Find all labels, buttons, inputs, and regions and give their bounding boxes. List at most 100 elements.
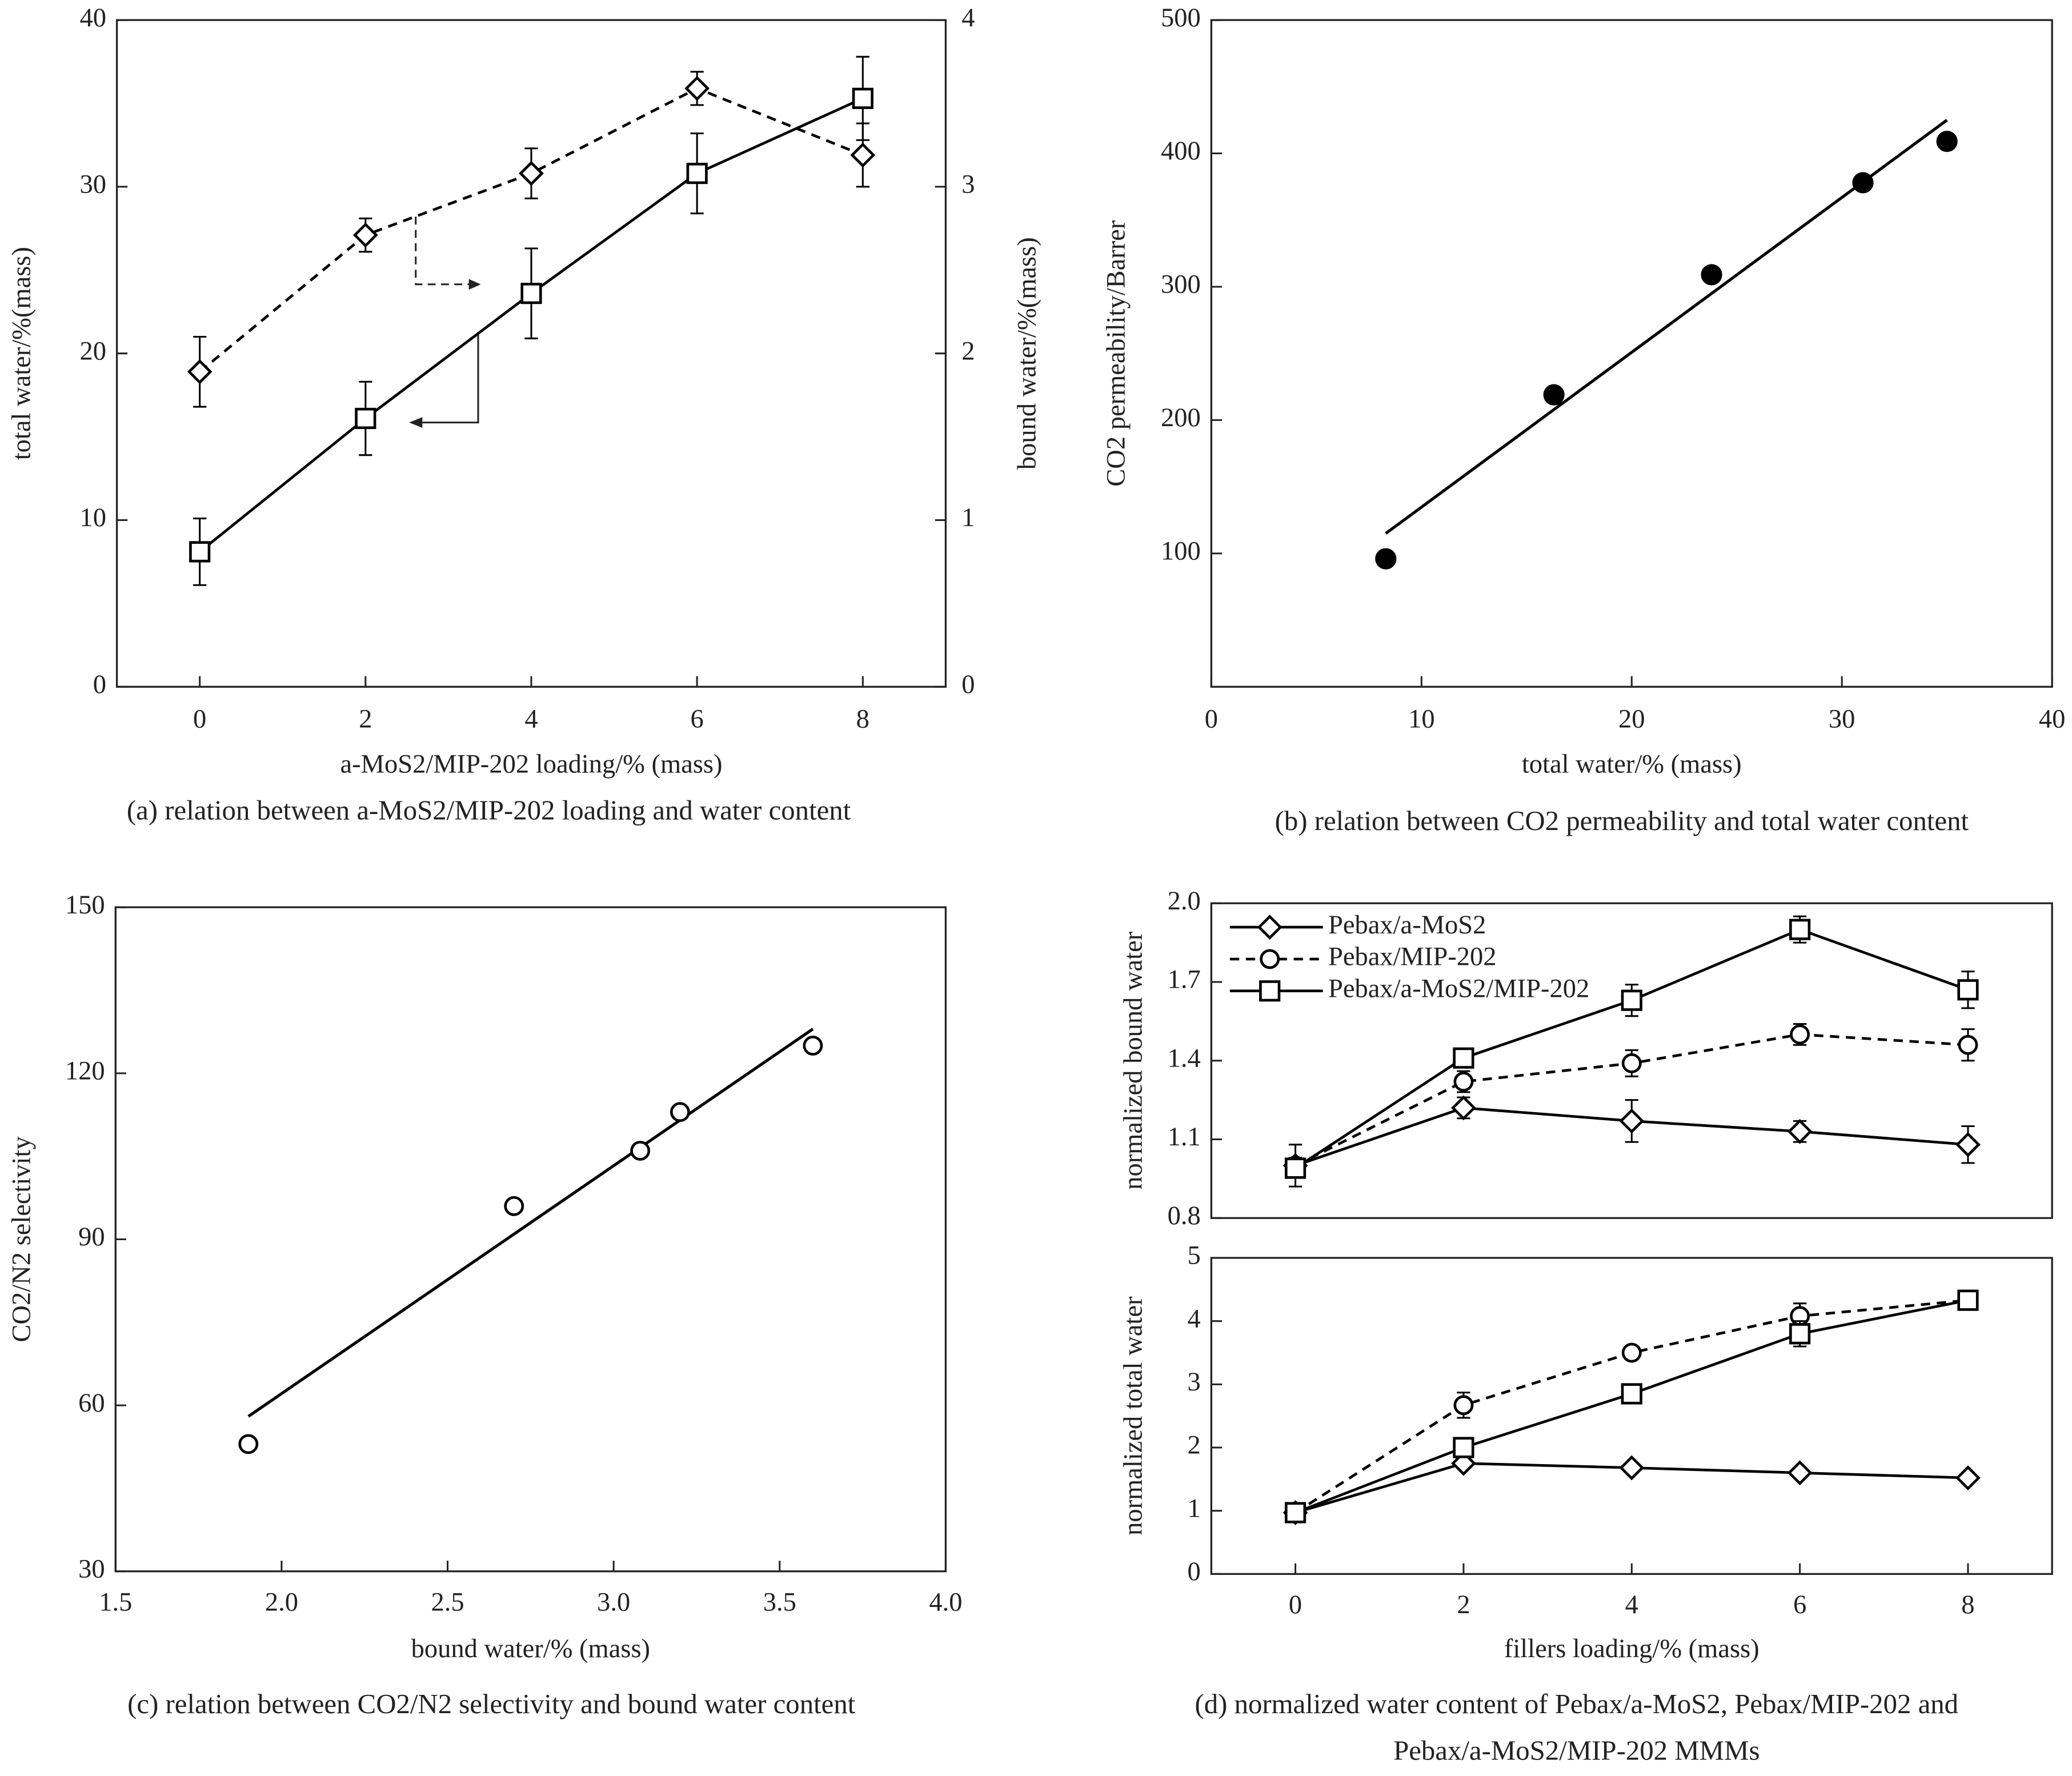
- marker: [1284, 1502, 1306, 1524]
- x-tick-label: 8: [1961, 1590, 1974, 1619]
- arrow-head: [468, 279, 481, 290]
- marker: [1453, 1047, 1474, 1069]
- caption: (a) relation between a-MoS2/MIP-202 load…: [127, 794, 851, 825]
- x-tick-label: 4: [1625, 1590, 1638, 1619]
- marker: [1789, 1323, 1811, 1345]
- marker: [684, 75, 710, 101]
- marker: [1619, 1455, 1645, 1481]
- legend-marker: [1257, 915, 1283, 940]
- marker: [1621, 1053, 1642, 1073]
- y-axis-label: total water/%(mass): [7, 247, 37, 460]
- x-axis-label: total water/% (mass): [1522, 749, 1742, 779]
- y-tick-label: 30: [78, 1554, 105, 1583]
- marker: [850, 142, 876, 168]
- marker: [1936, 130, 1958, 153]
- legend-label: Pebax/MIP-202: [1328, 943, 1497, 972]
- y-tick-label: 2: [1188, 1431, 1201, 1460]
- x-tick-label: 2.5: [431, 1588, 464, 1617]
- x-tick-label: 40: [2039, 704, 2066, 733]
- annotation-arrow: [415, 217, 481, 286]
- x-tick-label: 6: [1793, 1590, 1806, 1619]
- marker: [1451, 1095, 1476, 1121]
- y-axis-label: normalized total water: [1119, 1296, 1148, 1536]
- x-tick-label: 6: [691, 704, 704, 733]
- marker: [1375, 548, 1397, 570]
- marker: [1284, 1157, 1306, 1179]
- y2-tick-label: 0: [961, 670, 975, 699]
- x-tick-label: 20: [1618, 704, 1645, 733]
- y-tick-label: 60: [78, 1389, 105, 1418]
- y-tick-label: 40: [79, 3, 106, 33]
- y-tick-label: 200: [1161, 403, 1201, 432]
- marker: [803, 1035, 823, 1056]
- y-tick-label: 4: [1188, 1304, 1201, 1333]
- arrow-head: [409, 417, 423, 428]
- x-tick-label: 8: [856, 704, 869, 733]
- y-tick-label: 100: [1161, 537, 1201, 566]
- marker: [189, 541, 211, 563]
- marker: [852, 87, 873, 109]
- y-tick-label: 1.4: [1168, 1044, 1201, 1073]
- marker: [1453, 1395, 1474, 1416]
- y-axis-label: CO2/N2 selectivity: [7, 1136, 37, 1342]
- y-tick-label: 0: [1188, 1557, 1201, 1586]
- caption: (c) relation between CO2/N2 selectivity …: [127, 1688, 856, 1719]
- marker: [520, 283, 542, 304]
- legend-label: Pebax/a-MoS2: [1328, 911, 1486, 940]
- legend-marker: [1260, 949, 1280, 969]
- caption: Pebax/a-MoS2/MIP-202 MMMs: [1393, 1734, 1760, 1766]
- marker: [355, 407, 376, 430]
- x-tick-label: 0: [193, 704, 206, 733]
- y-tick-label: 150: [65, 891, 105, 920]
- marker: [686, 162, 708, 185]
- caption: (b) relation between CO2 permeability an…: [1275, 805, 1969, 836]
- y-tick-label: 500: [1161, 3, 1201, 33]
- marker: [630, 1141, 651, 1161]
- marker: [504, 1196, 524, 1216]
- marker: [1787, 1118, 1813, 1144]
- marker: [1619, 1108, 1645, 1134]
- marker: [519, 161, 544, 186]
- marker: [1621, 1383, 1642, 1405]
- fit-line: [247, 1028, 814, 1418]
- y-tick-label: 5: [1188, 1241, 1201, 1270]
- y-tick-label: 1.1: [1168, 1122, 1201, 1152]
- y2-tick-label: 4: [961, 3, 975, 33]
- marker: [1789, 919, 1811, 940]
- x-axis-label: bound water/% (mass): [411, 1634, 650, 1663]
- annotation-arrow: [414, 332, 479, 424]
- marker: [238, 1434, 259, 1454]
- x-tick-label: 2: [1457, 1590, 1470, 1619]
- x-tick-label: 10: [1408, 704, 1435, 733]
- y-tick-label: 120: [65, 1057, 105, 1086]
- y2-axis-label: bound water/%(mass): [1013, 237, 1042, 470]
- x-tick-label: 30: [1829, 704, 1855, 733]
- x-tick-label: 4: [524, 704, 538, 733]
- marker: [1453, 1072, 1474, 1092]
- marker: [1701, 264, 1722, 286]
- x-tick-label: 4.0: [929, 1588, 962, 1617]
- y-tick-label: 300: [1161, 270, 1201, 299]
- marker: [1955, 1132, 1981, 1157]
- marker: [187, 359, 213, 384]
- marker: [1957, 1289, 1979, 1311]
- y-tick-label: 0: [93, 670, 106, 699]
- marker: [1955, 1465, 1981, 1491]
- y-tick-label: 1.7: [1168, 965, 1201, 995]
- marker: [352, 222, 378, 248]
- marker: [1852, 172, 1874, 194]
- marker: [1621, 1342, 1642, 1363]
- x-tick-label: 2.0: [265, 1588, 298, 1617]
- y-tick-label: 1: [1188, 1494, 1201, 1523]
- y-tick-label: 20: [79, 336, 106, 366]
- x-tick-label: 3.0: [597, 1588, 630, 1617]
- y2-tick-label: 3: [961, 170, 975, 199]
- x-axis-label: a-MoS2/MIP-202 loading/% (mass): [340, 749, 722, 779]
- y-axis-label: normalized bound water: [1119, 931, 1148, 1189]
- x-axis-label: fillers loading/% (mass): [1504, 1634, 1760, 1663]
- x-tick-label: 0: [1289, 1590, 1302, 1619]
- marker: [670, 1102, 690, 1122]
- y-axis-label: CO2 permeability/Barrer: [1101, 220, 1131, 487]
- marker: [1958, 1035, 1978, 1055]
- legend-label: Pebax/a-MoS2/MIP-202: [1328, 974, 1589, 1003]
